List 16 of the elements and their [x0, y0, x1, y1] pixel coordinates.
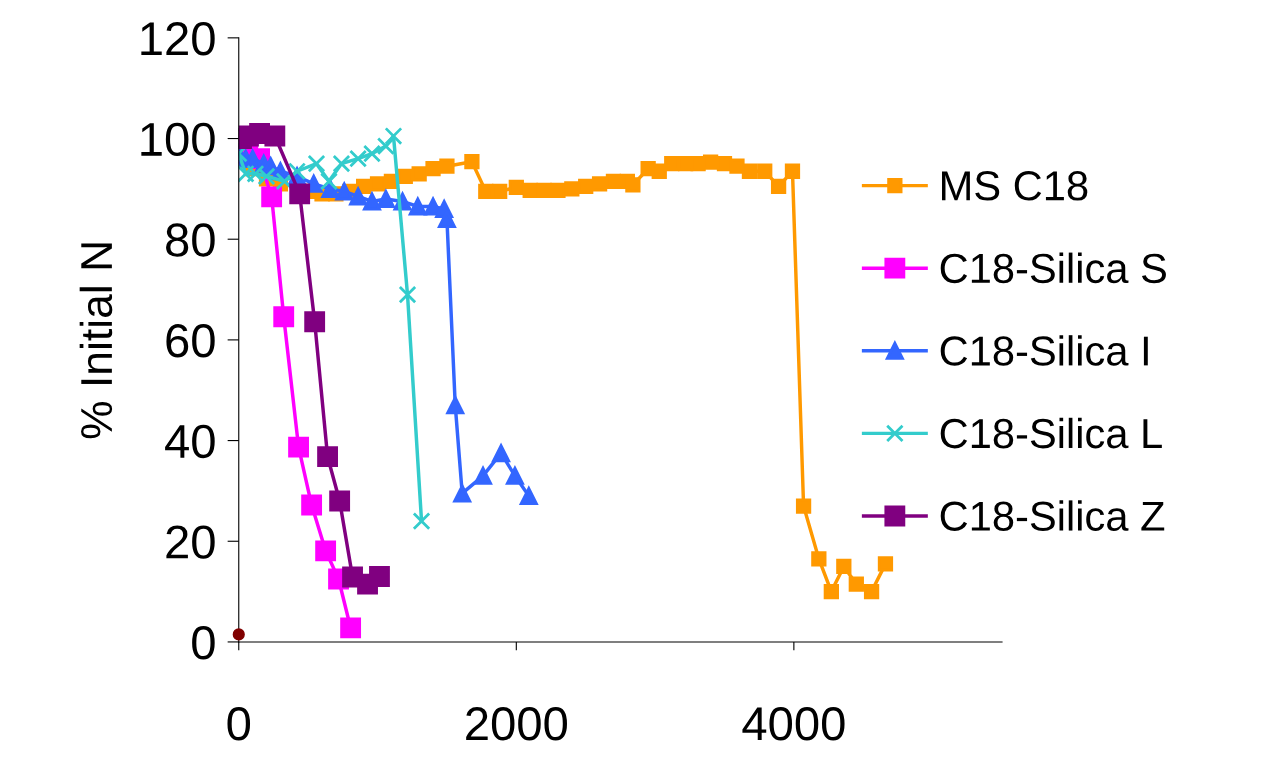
- legend-label: C18-Silica Z: [940, 500, 1165, 531]
- legend-label: C18-Silica S: [940, 252, 1166, 284]
- legend-label: C18-Silica I: [940, 335, 1148, 366]
- legend-label: MS C18: [942, 171, 1088, 201]
- y-tick-label: 120: [141, 21, 215, 56]
- x-tick-label: 4000: [742, 707, 845, 741]
- y-tick-label: 60: [166, 324, 215, 358]
- x-tick-label: 2000: [466, 707, 567, 741]
- y-tick-label: 20: [166, 525, 215, 559]
- y-axis-title: % Initial N: [79, 243, 113, 439]
- x-tick-label: 0: [227, 707, 251, 741]
- y-tick-label: 80: [166, 223, 215, 257]
- y-tick-label: 40: [165, 424, 215, 459]
- y-tick-label: 0: [192, 626, 215, 660]
- y-tick-label: 100: [141, 122, 215, 157]
- legend-label: C18-Silica L: [940, 417, 1162, 449]
